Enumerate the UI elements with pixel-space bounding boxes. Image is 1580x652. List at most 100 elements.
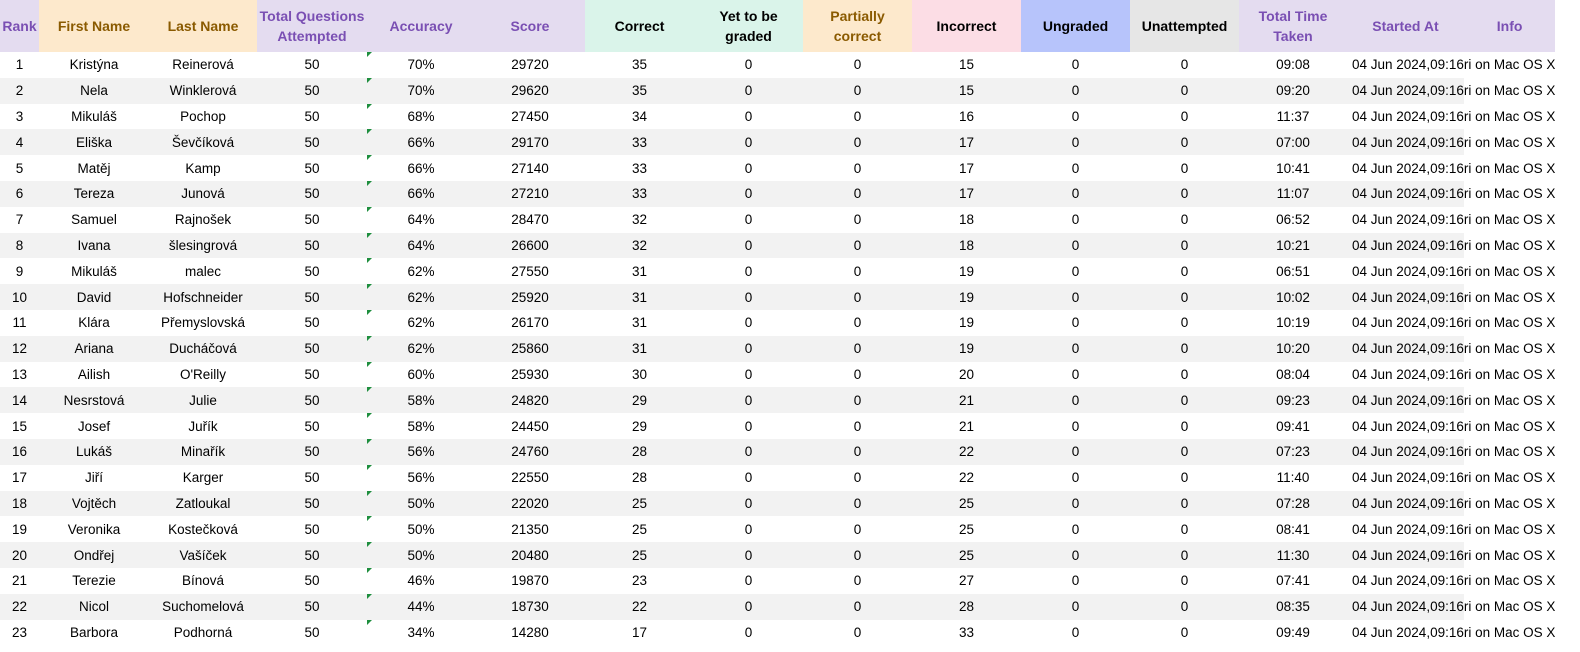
cell-rank: 9: [0, 258, 39, 285]
header-partial[interactable]: Partially correct: [803, 0, 912, 52]
cell-incorrect: 19: [912, 284, 1021, 310]
table-row[interactable]: 2 Nela Winklerová 50 70% 29620 35 0 0 15 0 0 09:20 04…: [0, 77, 1555, 104]
table-row[interactable]: 12 Ariana Ducháčová 50 62% 25860 31 0 0 19 0 0 10:20…: [0, 335, 1555, 362]
table-row[interactable]: 21 Terezie Bínová 50 46% 19870 23 0 0 27 0 0 07:41 04…: [0, 567, 1555, 594]
cell-score: 25930: [475, 361, 585, 388]
cell-accuracy: 64%: [367, 232, 475, 259]
cell-unattempted: 0: [1130, 387, 1239, 414]
cell-accuracy: 56%: [367, 438, 475, 465]
table-row[interactable]: 1 Kristýna Reinerová 50 70% 29720 35 0 0 15 0 0 09:0…: [0, 52, 1555, 78]
cell-accuracy: 66%: [367, 155, 475, 181]
header-total[interactable]: Total Questions Attempted: [257, 0, 367, 52]
cell-unattempted: 0: [1130, 52, 1239, 78]
cell-accuracy: 44%: [367, 593, 475, 620]
header-correct[interactable]: Correct: [585, 0, 694, 52]
header-score[interactable]: Score: [475, 0, 585, 52]
table-row[interactable]: 23 Barbora Podhorná 50 34% 14280 17 0 0 33 0 0 09:49…: [0, 619, 1555, 646]
cell-incorrect: 15: [912, 52, 1021, 78]
table-row[interactable]: 14 Nesrstová Julie 50 58% 24820 29 0 0 21 0 0 09:23 0…: [0, 387, 1555, 414]
cell-first: Nela: [39, 77, 149, 104]
cell-accuracy-value: 46%: [407, 573, 435, 589]
cell-rank: 14: [0, 387, 39, 414]
header-info[interactable]: Info: [1463, 0, 1556, 52]
cell-accuracy: 56%: [367, 464, 475, 491]
cell-partial: 0: [803, 309, 912, 336]
cell-info: ri on Mac OS X: [1463, 186, 1556, 202]
table-row[interactable]: 5 Matěj Kamp 50 66% 27140 33 0 0 17 0 0 10:41 04 Jun …: [0, 155, 1555, 181]
comment-indicator-icon: [367, 103, 372, 109]
cell-total: 50: [257, 309, 367, 336]
cell-ungraded: 0: [1021, 77, 1130, 104]
cell-correct: 25: [585, 542, 694, 568]
comment-indicator-icon: [367, 258, 372, 264]
header-time[interactable]: Total Time Taken: [1239, 0, 1347, 52]
header-first[interactable]: First Name: [39, 0, 149, 52]
table-row[interactable]: 11 Klára Přemyslovská 50 62% 26170 31 0 0 19 0 0 10:…: [0, 309, 1556, 336]
cell-unattempted: 0: [1130, 361, 1239, 388]
header-ungraded[interactable]: Ungraded: [1021, 0, 1130, 52]
cell-time: 10:41: [1239, 155, 1347, 181]
header-started[interactable]: Started At: [1347, 0, 1464, 52]
cell-accuracy-value: 56%: [407, 470, 435, 486]
cell-accuracy-value: 50%: [407, 547, 435, 563]
table-row[interactable]: 4 Eliška Ševčíková 50 66% 29170 33 0 0 17 0 0 07:00 0…: [0, 129, 1555, 156]
cell-accuracy-value: 44%: [407, 599, 435, 615]
cell-correct: 30: [585, 361, 694, 388]
comment-indicator-icon: [367, 309, 372, 315]
cell-correct: 31: [585, 335, 694, 362]
header-last[interactable]: Last Name: [149, 0, 257, 52]
cell-info: ri on Mac OS X: [1463, 315, 1556, 331]
table-row[interactable]: 3 Mikuláš Pochop 50 68% 27450 34 0 0 16 0 0 11:37 04 …: [0, 103, 1555, 130]
cell-unattempted: 0: [1130, 309, 1239, 336]
cell-info: ri on Mac OS X: [1463, 495, 1556, 511]
table-row[interactable]: 18 Vojtěch Zatloukal 50 50% 22020 25 0 0 25 0 0 07:2…: [0, 490, 1556, 517]
cell-rank: 21: [0, 567, 39, 594]
comment-indicator-icon: [367, 490, 372, 496]
cell-time: 06:52: [1239, 206, 1347, 233]
table-row[interactable]: 22 Nicol Suchomelová 50 44% 18730 22 0 0 28 0 0 08:3…: [0, 593, 1555, 620]
cell-score: 27140: [475, 155, 585, 181]
cell-last: Karger: [149, 464, 257, 491]
table-row[interactable]: 17 Jiří Karger 50 56% 22550 28 0 0 22 0 0 11:40 04 Ju…: [0, 464, 1555, 491]
table-row[interactable]: 7 Samuel Rajnošek 50 64% 28470 32 0 0 18 0 0 06:52 04…: [0, 206, 1555, 233]
cell-incorrect: 20: [912, 361, 1021, 388]
header-unattempted[interactable]: Unattempted: [1130, 0, 1239, 52]
cell-ungraded: 0: [1021, 155, 1130, 181]
cell-score: 18730: [475, 593, 585, 620]
cell-accuracy: 70%: [367, 77, 475, 104]
table-row[interactable]: 20 Ondřej Vašíček 50 50% 20480 25 0 0 25 0 0 11:30 04…: [0, 542, 1555, 568]
table-row[interactable]: 16 Lukáš Minařík 50 56% 24760 28 0 0 22 0 0 07:23 04 …: [0, 438, 1555, 465]
cell-score: 24450: [475, 413, 585, 439]
cell-rank: 3: [0, 103, 39, 130]
table-row[interactable]: 19 Veronika Kostečková 50 50% 21350 25 0 0 25 0 0 08…: [0, 516, 1555, 543]
cell-first: Nicol: [39, 593, 149, 620]
cell-accuracy: 62%: [367, 335, 475, 362]
cell-ungraded: 0: [1021, 438, 1130, 465]
cell-started: 04 Jun 2024,09:16: [1347, 103, 1464, 130]
cell-score: 29620: [475, 77, 585, 104]
table-row[interactable]: 10 David Hofschneider 50 62% 25920 31 0 0 19 0 0 10:…: [0, 284, 1555, 310]
header-rank[interactable]: Rank: [0, 0, 39, 52]
comment-indicator-icon: [367, 593, 372, 599]
table-row[interactable]: 15 Josef Juřík 50 58% 24450 29 0 0 21 0 0 09:41 04 Ju…: [0, 413, 1555, 439]
table-row[interactable]: 6 Tereza Junová 50 66% 27210 33 0 0 17 0 0 11:07 04 J…: [0, 180, 1556, 207]
table-row[interactable]: 9 Mikuláš malec 50 62% 27550 31 0 0 19 0 0 06:51 04 J…: [0, 258, 1555, 285]
cell-partial: 0: [803, 542, 912, 568]
table-row[interactable]: 8 Ivana šlesingrová 50 64% 26600 32 0 0 18 0 0 10:21…: [0, 232, 1555, 259]
cell-ytbg: 0: [694, 335, 803, 362]
cell-partial: 0: [803, 52, 912, 78]
header-ytbg[interactable]: Yet to be graded: [694, 0, 803, 52]
cell-started: 04 Jun 2024,09:16: [1347, 619, 1464, 646]
comment-indicator-icon: [367, 52, 372, 57]
cell-accuracy: 62%: [367, 284, 475, 310]
cell-started: 04 Jun 2024,09:16: [1347, 361, 1464, 388]
header-accuracy[interactable]: Accuracy: [367, 0, 475, 52]
cell-accuracy: 66%: [367, 180, 475, 207]
cell-correct: 25: [585, 490, 694, 517]
cell-last: Reinerová: [149, 52, 257, 78]
cell-unattempted: 0: [1130, 619, 1239, 646]
cell-time: 09:20: [1239, 77, 1347, 104]
cell-partial: 0: [803, 361, 912, 388]
table-row[interactable]: 13 Ailish O'Reilly 50 60% 25930 30 0 0 20 0 0 08:04 0…: [0, 361, 1555, 388]
header-incorrect[interactable]: Incorrect: [912, 0, 1021, 52]
